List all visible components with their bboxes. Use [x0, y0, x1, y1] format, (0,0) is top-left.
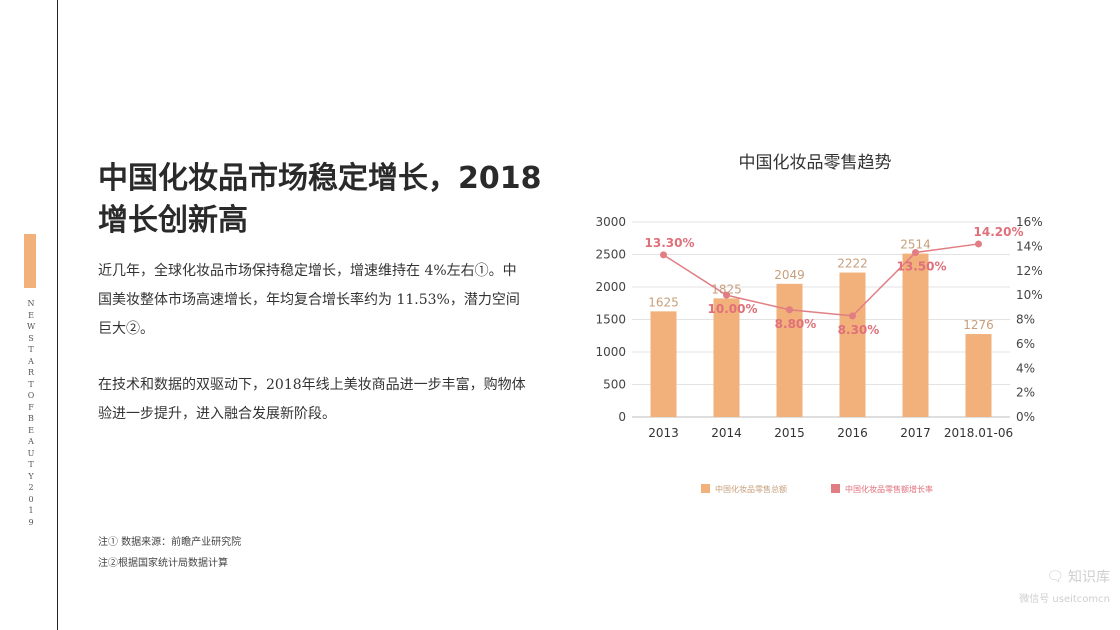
bar-value-label: 2222 — [837, 257, 868, 271]
line-point — [975, 240, 982, 248]
bar — [965, 334, 992, 417]
wechat-icon: 🗨 — [1046, 568, 1064, 585]
y-left-tick-label: 1500 — [595, 313, 626, 327]
grid-lines — [632, 221, 1010, 418]
driver-paragraph: 在技术和数据的双驱动下，2018年线上美妆商品进一步丰富，购物体验进一步提升，进… — [98, 377, 526, 422]
accent-bar — [24, 234, 36, 288]
bar — [776, 283, 803, 417]
bar-value-label: 1625 — [648, 295, 679, 309]
bar-value-label: 1825 — [711, 282, 742, 296]
bar-value-label: 2049 — [774, 268, 805, 282]
legend-label-growth: 中国化妆品零售额增长率 — [845, 484, 933, 494]
bar-value-label: 2514 — [900, 238, 931, 252]
legend-label-total: 中国化妆品零售总额 — [715, 484, 787, 494]
line-value-label: 8.30% — [838, 323, 880, 337]
footnote-calculation: 注②根据国家统计局数据计算 — [98, 558, 228, 569]
x-tick-label: 2014 — [711, 426, 742, 440]
line-series: 13.30% 10.00% 8.80% 8.30% 13.50% 14.20% — [645, 225, 1024, 337]
y-left-tick-label: 500 — [603, 378, 626, 392]
intro-paragraph: 近几年，全球化妆品市场保持稳定增长，增速维持在 4%左右①。中国美妆整体市场高速… — [98, 263, 520, 337]
y-right-tick-label: 2% — [1016, 386, 1035, 400]
y-right-tick-label: 10% — [1016, 288, 1043, 302]
x-tick-label: 2013 — [648, 426, 679, 440]
vertical-slogan: NEW START OF BEAUTY 2019 — [27, 299, 36, 527]
bar-value-label: 1276 — [963, 318, 994, 332]
footnote-source: 注① 数据来源：前瞻产业研究院 — [98, 537, 242, 548]
chart-legend: 中国化妆品零售总额 中国化妆品零售额增长率 — [701, 484, 933, 494]
y-right-tick-label: 12% — [1016, 264, 1043, 278]
watermark: 🗨 知识库 微信号 useitcomcn — [1019, 566, 1110, 605]
y-left-tick-label: 1000 — [595, 345, 626, 359]
line-value-label: 8.80% — [775, 317, 817, 331]
legend-swatch-growth — [831, 484, 840, 493]
chart-title: 中国化妆品零售趋势 — [739, 153, 892, 173]
line-value-label: 10.00% — [708, 302, 758, 316]
watermark-name: 知识库 — [1068, 569, 1110, 586]
left-divider-line — [57, 0, 58, 630]
y-right-tick-label: 6% — [1016, 337, 1035, 351]
page-headline: 中国化妆品市场稳定增长，2018增长创新高 — [98, 161, 542, 238]
axes: 0 500 1000 1500 2000 2500 3000 0% 2% 4% 6% 8% 10% 12%… — [595, 215, 1042, 440]
retail-trend-chart: 中国化妆品零售趋势 1625 1825 2049 2222 2514 1276 13.30… — [595, 153, 1042, 494]
y-left-tick-label: 3000 — [595, 215, 626, 229]
x-tick-label: 2015 — [774, 426, 805, 440]
watermark-account: 微信号 useitcomcn — [1019, 593, 1110, 605]
y-right-tick-label: 8% — [1016, 313, 1035, 327]
bar — [902, 253, 929, 417]
bar — [650, 311, 677, 417]
y-left-tick-label: 2000 — [595, 280, 626, 294]
line-point — [849, 312, 856, 320]
y-right-tick-label: 16% — [1016, 215, 1043, 229]
line-value-label: 13.50% — [897, 259, 947, 273]
bar — [839, 272, 866, 417]
line-point — [786, 306, 793, 314]
bar-series: 1625 1825 2049 2222 2514 1276 — [648, 238, 994, 417]
y-right-tick-label: 4% — [1016, 361, 1035, 375]
x-tick-label: 2018.01-06 — [944, 426, 1013, 440]
line-point — [723, 291, 730, 299]
bar — [713, 298, 740, 417]
legend-swatch-total — [701, 484, 710, 493]
y-right-tick-label: 0% — [1016, 410, 1035, 424]
line-value-label: 14.20% — [974, 225, 1024, 239]
line-value-label: 13.30% — [645, 236, 695, 250]
line-point — [912, 248, 919, 256]
x-tick-label: 2017 — [900, 426, 931, 440]
y-left-tick-label: 0 — [618, 410, 626, 424]
y-left-tick-label: 2500 — [595, 248, 626, 262]
x-tick-label: 2016 — [837, 426, 868, 440]
growth-rate-line — [663, 243, 979, 317]
line-point — [660, 251, 667, 259]
y-right-tick-label: 14% — [1016, 239, 1043, 253]
